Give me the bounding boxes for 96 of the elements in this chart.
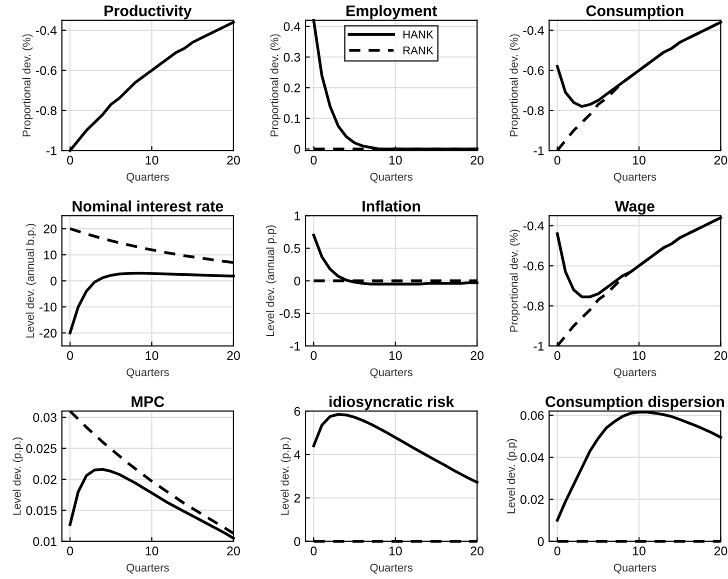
y-tick-label: 0 [294,144,300,154]
x-tick-label: 20 [470,351,484,360]
y-tick-label: 0.1 [284,114,300,124]
x-tick-label: 20 [227,351,240,360]
x-tick-label: 0 [310,546,317,556]
x-axis-title: Quarters [614,368,656,378]
y-axis-title: Level dev. (annual b.p.) [26,224,36,338]
chart-title: MPC [132,396,164,408]
x-tick-label: 10 [633,156,646,165]
y-tick-label: 0 [50,276,57,286]
x-tick-label: 0 [554,156,560,165]
x-axis-title: Quarters [614,172,656,183]
x-tick-label: 0 [554,546,560,556]
y-axis-title: Level dev. (annual p.p) [266,225,276,336]
y-tick-label: 0 [294,537,300,546]
y-axis-title: Proportional dev. (%) [22,34,33,136]
y-tick-label: 0.015 [26,506,56,515]
x-tick-label: 10 [146,156,158,165]
x-tick-label: 20 [714,351,728,360]
y-tick-label: -0.6 [36,66,56,76]
x-axis-title: Quarters [126,172,169,183]
y-tick-label: 0.5 [284,244,300,253]
chart-title: Consumption dispersion [546,396,724,410]
y-tick-label: 0.01 [33,537,56,546]
y-tick-label: 0.3 [284,52,300,62]
y-tick-label: 0.025 [26,444,56,453]
x-axis-title: Quarters [126,368,169,378]
y-tick-label: -0.5 [280,309,300,318]
x-tick-label: 20 [470,546,484,556]
legend-label: RANK [403,46,434,54]
y-tick-label: -0.4 [523,222,544,230]
x-tick-label: 10 [389,351,402,360]
x-tick-label: 10 [633,546,646,556]
x-tick-label: 10 [389,546,402,556]
y-tick-label: 20 [44,224,57,234]
y-tick-label: 0.2 [284,84,300,92]
y-tick-label: 0.4 [284,22,300,32]
y-axis-title: Level dev. (p.p) [506,439,518,514]
y-tick-label: 6 [294,406,300,416]
y-tick-label: -1 [534,146,544,156]
x-tick-label: 20 [714,156,728,165]
x-axis-title: Quarters [614,564,656,574]
y-tick-label: -0.8 [523,106,544,116]
y-tick-label: 0.02 [520,495,544,504]
x-tick-label: 0 [310,351,317,360]
x-tick-label: 10 [633,351,646,360]
y-tick-label: -20 [40,328,57,338]
x-axis-title: Quarters [370,172,413,183]
x-axis-title: Quarters [126,564,169,574]
x-tick-label: 0 [554,351,560,360]
y-axis-title: Level dev. (p.p.) [12,437,23,515]
chart-title: Nominal interest rate [72,200,224,212]
y-tick-label: 0.06 [520,411,544,420]
x-tick-label: 20 [714,546,728,556]
x-tick-label: 0 [67,156,74,165]
y-tick-label: 0.02 [33,475,56,484]
y-tick-label: -0.4 [36,26,57,35]
x-axis-title: Quarters [370,564,413,574]
chart-title: Inflation [362,200,420,212]
x-tick-label: 20 [227,156,240,165]
y-tick-label: 0.03 [33,413,56,422]
x-tick-label: 0 [67,351,74,360]
y-tick-label: 0.04 [520,453,544,462]
chart-title: idiosyncratic risk [330,396,454,410]
y-axis-title: Proportional dev. (%) [510,34,520,136]
y-tick-label: 2 [294,494,300,502]
legend-label: HANK [403,30,434,38]
y-tick-label: -0.6 [523,66,544,76]
x-tick-label: 10 [389,156,402,165]
chart-title: Employment [346,5,437,20]
y-tick-label: -1 [46,146,56,156]
y-tick-label: -0.8 [36,106,56,116]
x-tick-label: 0 [310,156,317,165]
chart-title: Wage [614,201,654,215]
y-tick-label: -0.6 [523,262,544,270]
y-tick-label: -10 [40,302,57,312]
y-tick-label: 0 [294,276,300,286]
x-axis-title: Quarters [370,368,413,378]
y-axis-title: Level dev. (p.p.) [280,437,291,515]
y-tick-label: -0.4 [523,26,544,35]
chart-title: Consumption [586,5,684,20]
y-tick-label: -1 [534,342,544,350]
y-tick-label: 0 [538,537,544,546]
x-tick-label: 10 [146,351,158,360]
x-tick-label: 20 [470,156,484,165]
y-axis-title: Proportional dev. (%) [510,230,520,332]
x-tick-label: 20 [227,546,240,556]
y-tick-label: 10 [44,250,57,260]
y-tick-label: -0.8 [523,302,544,311]
y-tick-label: -1 [290,342,300,350]
x-tick-label: 0 [67,546,74,556]
y-tick-label: 4 [294,450,300,460]
y-axis-title: Proportional dev. (%) [270,34,280,136]
y-tick-label: 1 [294,212,300,220]
x-tick-label: 10 [146,546,158,556]
chart-title: Productivity [104,5,192,20]
